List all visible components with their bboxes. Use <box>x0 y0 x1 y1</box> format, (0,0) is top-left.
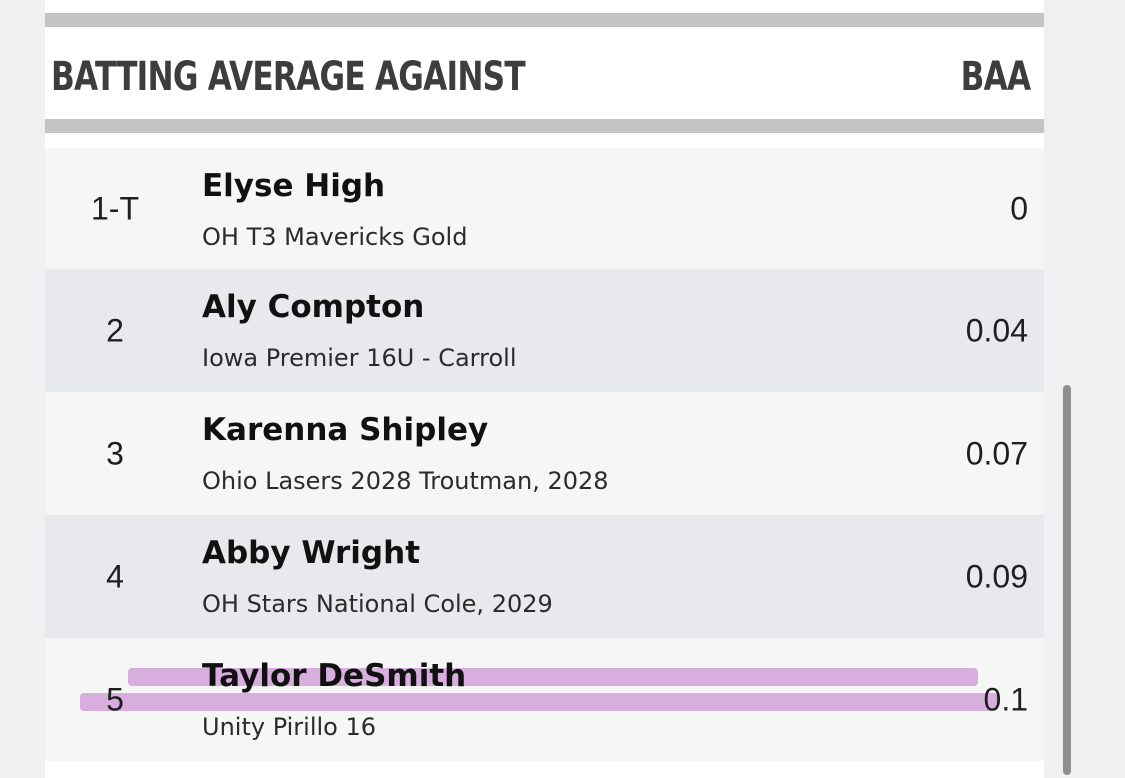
baa-value: 0.04 <box>965 312 1028 348</box>
rank: 3 <box>106 435 124 471</box>
team-name: Ohio Lasers 2028 Troutman, 2028 <box>202 467 609 495</box>
player-name: Elyse High <box>202 168 386 204</box>
team-name: OH Stars National Cole, 2029 <box>202 590 553 618</box>
team-name: OH T3 Mavericks Gold <box>202 223 468 251</box>
player-name: Taylor DeSmith <box>202 658 467 694</box>
rank: 1-T <box>91 190 139 226</box>
leaderboard-header: BATTING AVERAGE AGAINST BAA <box>45 27 1044 119</box>
scrollbar-thumb[interactable] <box>1063 385 1071 775</box>
player-name: Karenna Shipley <box>202 412 489 448</box>
baa-value: 0 <box>1010 190 1028 226</box>
table-row[interactable]: 1-T Elyse High OH T3 Mavericks Gold 0 <box>45 148 1044 269</box>
column-header-baa: BAA <box>960 54 1031 100</box>
baa-value: 0.09 <box>965 558 1028 594</box>
header-divider-bottom <box>45 119 1044 133</box>
header-divider-top <box>45 13 1044 27</box>
table-row[interactable]: 3 Karenna Shipley Ohio Lasers 2028 Trout… <box>45 392 1044 515</box>
leaderboard-list: 1-T Elyse High OH T3 Mavericks Gold 0 2 … <box>45 148 1044 761</box>
baa-value: 0.07 <box>965 435 1028 471</box>
team-name: Iowa Premier 16U - Carroll <box>202 344 517 372</box>
baa-value: 0.1 <box>983 681 1028 717</box>
rank: 5 <box>106 681 124 717</box>
rank: 2 <box>106 312 124 348</box>
table-row[interactable]: 4 Abby Wright OH Stars National Cole, 20… <box>45 515 1044 638</box>
table-row[interactable]: 5 Taylor DeSmith Unity Pirillo 16 0.1 <box>45 638 1044 761</box>
rank: 4 <box>106 558 124 594</box>
highlight-mark <box>80 693 998 711</box>
table-row[interactable]: 2 Aly Compton Iowa Premier 16U - Carroll… <box>45 269 1044 392</box>
player-name: Abby Wright <box>202 535 421 571</box>
player-name: Aly Compton <box>202 289 425 325</box>
team-name: Unity Pirillo 16 <box>202 713 377 741</box>
highlight-mark <box>128 668 978 686</box>
leaderboard-title: BATTING AVERAGE AGAINST <box>51 54 526 100</box>
